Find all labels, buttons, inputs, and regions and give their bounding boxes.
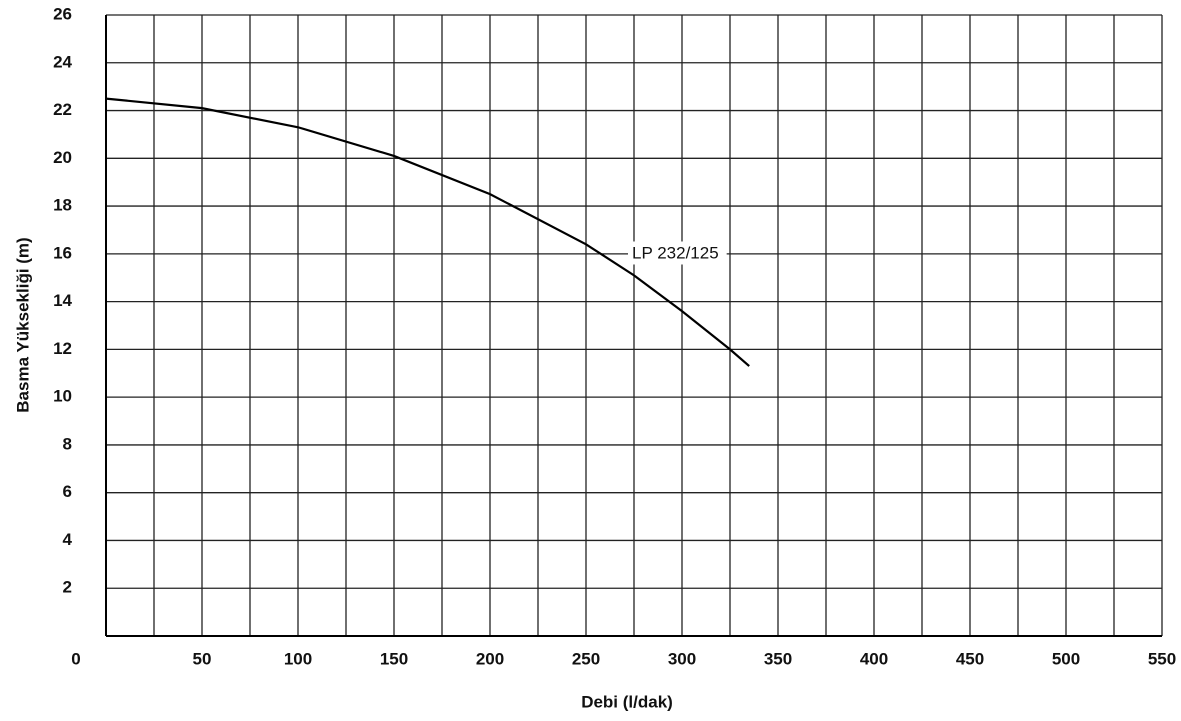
x-axis-label: Debi (l/dak) (581, 692, 673, 711)
y-tick-label: 18 (53, 196, 72, 215)
x-tick-label: 200 (476, 649, 504, 668)
x-tick-label: 550 (1148, 649, 1176, 668)
x-tick-label: 500 (1052, 649, 1080, 668)
x-tick-label: 250 (572, 649, 600, 668)
line (105, 97, 750, 367)
x-tick-label: 50 (193, 649, 212, 668)
y-tick-label: 20 (53, 148, 72, 167)
x-tick-label: 400 (860, 649, 888, 668)
y-tick-label: 22 (53, 100, 72, 119)
x-tick-label: 150 (380, 649, 408, 668)
x-tick-label: 0 (71, 649, 80, 668)
series-label: LP 232/125 (632, 243, 719, 262)
x-tick-label: 450 (956, 649, 984, 668)
y-tick-label: 26 (53, 4, 72, 23)
y-tick-label: 2 (63, 578, 72, 597)
y-tick-label: 8 (63, 434, 72, 453)
label-background (628, 241, 727, 265)
y-tick-label: 24 (53, 52, 72, 71)
y-tick-label: 16 (53, 243, 72, 262)
x-tick-label: 350 (764, 649, 792, 668)
x-tick-label: 100 (284, 649, 312, 668)
y-tick-label: 12 (53, 339, 72, 358)
y-tick-label: 10 (53, 387, 72, 406)
x-tick-label: 300 (668, 649, 696, 668)
y-axis-label: Basma Yüksekliği (m) (13, 237, 32, 412)
y-tick-label: 4 (63, 530, 73, 549)
y-tick-label: 6 (63, 482, 72, 501)
y-tick-label: 14 (53, 291, 72, 310)
